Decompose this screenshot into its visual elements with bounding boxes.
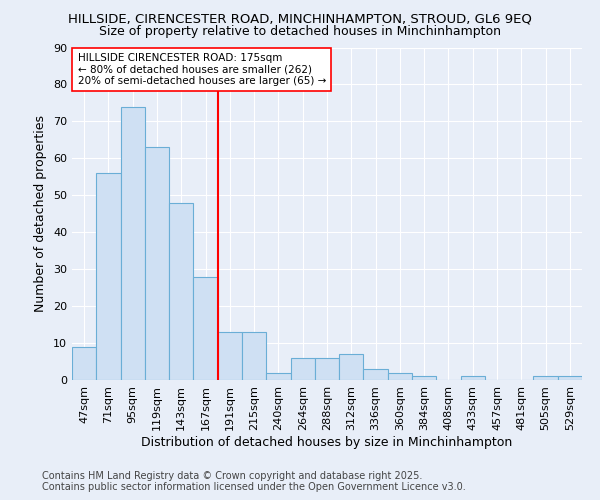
Bar xyxy=(193,276,218,380)
Text: Size of property relative to detached houses in Minchinhampton: Size of property relative to detached ho… xyxy=(99,25,501,38)
Bar xyxy=(533,376,558,380)
Bar xyxy=(242,332,266,380)
Text: Contains HM Land Registry data © Crown copyright and database right 2025.
Contai: Contains HM Land Registry data © Crown c… xyxy=(42,471,466,492)
Text: HILLSIDE CIRENCESTER ROAD: 175sqm
← 80% of detached houses are smaller (262)
20%: HILLSIDE CIRENCESTER ROAD: 175sqm ← 80% … xyxy=(77,53,326,86)
Bar xyxy=(218,332,242,380)
Bar xyxy=(72,347,96,380)
Text: HILLSIDE, CIRENCESTER ROAD, MINCHINHAMPTON, STROUD, GL6 9EQ: HILLSIDE, CIRENCESTER ROAD, MINCHINHAMPT… xyxy=(68,12,532,26)
Bar xyxy=(169,202,193,380)
Bar xyxy=(412,376,436,380)
Bar xyxy=(315,358,339,380)
Bar xyxy=(266,372,290,380)
Bar xyxy=(364,369,388,380)
Bar xyxy=(461,376,485,380)
Bar xyxy=(96,173,121,380)
Bar xyxy=(121,106,145,380)
Bar xyxy=(558,376,582,380)
Bar xyxy=(339,354,364,380)
Bar xyxy=(145,147,169,380)
X-axis label: Distribution of detached houses by size in Minchinhampton: Distribution of detached houses by size … xyxy=(142,436,512,448)
Bar xyxy=(388,372,412,380)
Y-axis label: Number of detached properties: Number of detached properties xyxy=(34,116,47,312)
Bar xyxy=(290,358,315,380)
